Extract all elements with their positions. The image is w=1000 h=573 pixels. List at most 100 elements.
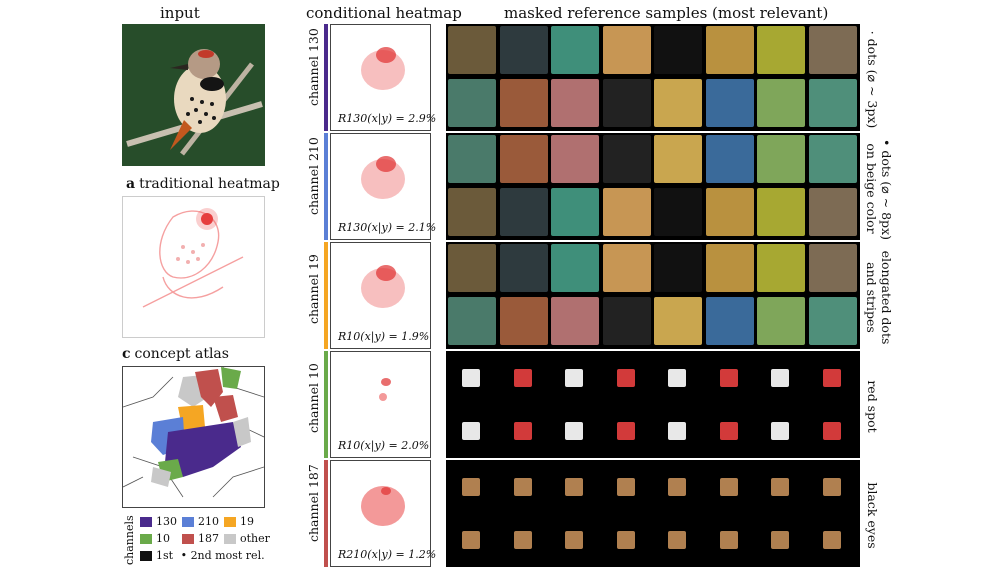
conditional-heatmap (330, 133, 431, 240)
row-channel-label: channel 187 (306, 464, 321, 542)
sample-tile (602, 135, 651, 183)
row-color-bar (324, 133, 328, 240)
legend-item: 19 (224, 515, 254, 528)
sample-tile (822, 531, 841, 549)
sample-tile (668, 531, 686, 549)
sample-tile (757, 79, 805, 127)
header-input: input (160, 4, 200, 22)
sample-tile (654, 297, 702, 345)
legend-swatch (182, 534, 194, 544)
sample-tile (616, 422, 635, 440)
sample-tile (448, 244, 496, 292)
sample-strip (446, 351, 860, 458)
sample-tile (448, 297, 496, 345)
sample-tile (668, 422, 686, 440)
legend-swatch (224, 534, 236, 544)
sample-tile (602, 26, 651, 74)
sample-tile (448, 135, 496, 183)
sample-tile (654, 26, 702, 74)
sample-tile (462, 369, 480, 387)
sample-tile (822, 478, 841, 496)
row-description: • dots (⌀ ~ 8px) on beige color (864, 139, 894, 240)
legend-label: 10 (156, 532, 170, 545)
sample-tile (499, 297, 548, 345)
sample-tile (654, 79, 702, 127)
row-relevance: R10(x|y) = 1.9% (338, 330, 430, 343)
sample-tile (771, 478, 789, 496)
sample-tile (551, 297, 599, 345)
legend-item: 210 (182, 515, 219, 528)
sample-tile (551, 188, 599, 236)
sample-tile (757, 244, 805, 292)
row-description: black eyes (865, 466, 880, 565)
sample-tile (757, 297, 805, 345)
row-description-line1: red spot (865, 380, 880, 433)
legend-second-label: • 2nd most rel. (180, 549, 265, 562)
sample-tile (719, 531, 738, 549)
legend-item: 10 (140, 532, 170, 545)
panel-c-letter: c (122, 346, 131, 362)
sample-tile (513, 478, 532, 496)
sample-tile (499, 135, 548, 183)
sample-tile (668, 478, 686, 496)
sample-tile (719, 478, 738, 496)
sample-tile (808, 244, 857, 292)
row-relevance: R210(x|y) = 1.2% (338, 548, 437, 561)
legend-first-label: 1st (156, 549, 174, 562)
legend-first: 1st • 2nd most rel. (140, 549, 265, 562)
legend-swatch (182, 517, 194, 527)
sample-tile (822, 369, 841, 387)
row-color-bar (324, 460, 328, 567)
panel-a-title: a traditional heatmap (126, 176, 280, 192)
sample-tile (668, 369, 686, 387)
legend-axis-label: channels (123, 515, 136, 565)
row-color-bar (324, 242, 328, 349)
row-relevance: R130(x|y) = 2.9% (338, 112, 437, 125)
sample-tile (513, 369, 532, 387)
conditional-heatmap (330, 24, 431, 131)
sample-tile (565, 422, 583, 440)
row-description-line2: on beige color (864, 143, 879, 234)
row-relevance: R130(x|y) = 2.1% (338, 221, 437, 234)
legend-swatch (140, 517, 152, 527)
sample-tile (462, 422, 480, 440)
panel-a-text: traditional heatmap (139, 176, 280, 192)
sample-tile (757, 135, 805, 183)
sample-tile (565, 369, 583, 387)
sample-tile (499, 79, 548, 127)
sample-tile (705, 79, 754, 127)
legend-swatch (140, 534, 152, 544)
legend-item: other (224, 532, 270, 545)
sample-tile (462, 531, 480, 549)
sample-tile (705, 297, 754, 345)
legend-label: 19 (240, 515, 254, 528)
legend-label: 210 (198, 515, 219, 528)
legend-swatch (224, 517, 236, 527)
panel-c-title: c concept atlas (122, 346, 229, 362)
sample-tile (499, 26, 548, 74)
sample-tile (602, 188, 651, 236)
legend-item: 187 (182, 532, 219, 545)
sample-tile (719, 369, 738, 387)
sample-tile (551, 79, 599, 127)
sample-tile (654, 188, 702, 236)
sample-tile (448, 188, 496, 236)
input-bird-image (122, 24, 265, 166)
header-masked-samples: masked reference samples (most relevant) (504, 4, 829, 22)
sample-tile (551, 244, 599, 292)
traditional-heatmap (122, 196, 265, 338)
sample-tile (771, 422, 789, 440)
sample-tile (551, 135, 599, 183)
legend-label: other (240, 532, 270, 545)
sample-tile (757, 26, 805, 74)
sample-strip (446, 460, 860, 567)
sample-tile (616, 531, 635, 549)
sample-tile (565, 478, 583, 496)
sample-tile (719, 422, 738, 440)
sample-tile (602, 79, 651, 127)
sample-tile (771, 531, 789, 549)
sample-tile (808, 297, 857, 345)
sample-tile (499, 188, 548, 236)
sample-tile (808, 135, 857, 183)
sample-tile (705, 26, 754, 74)
